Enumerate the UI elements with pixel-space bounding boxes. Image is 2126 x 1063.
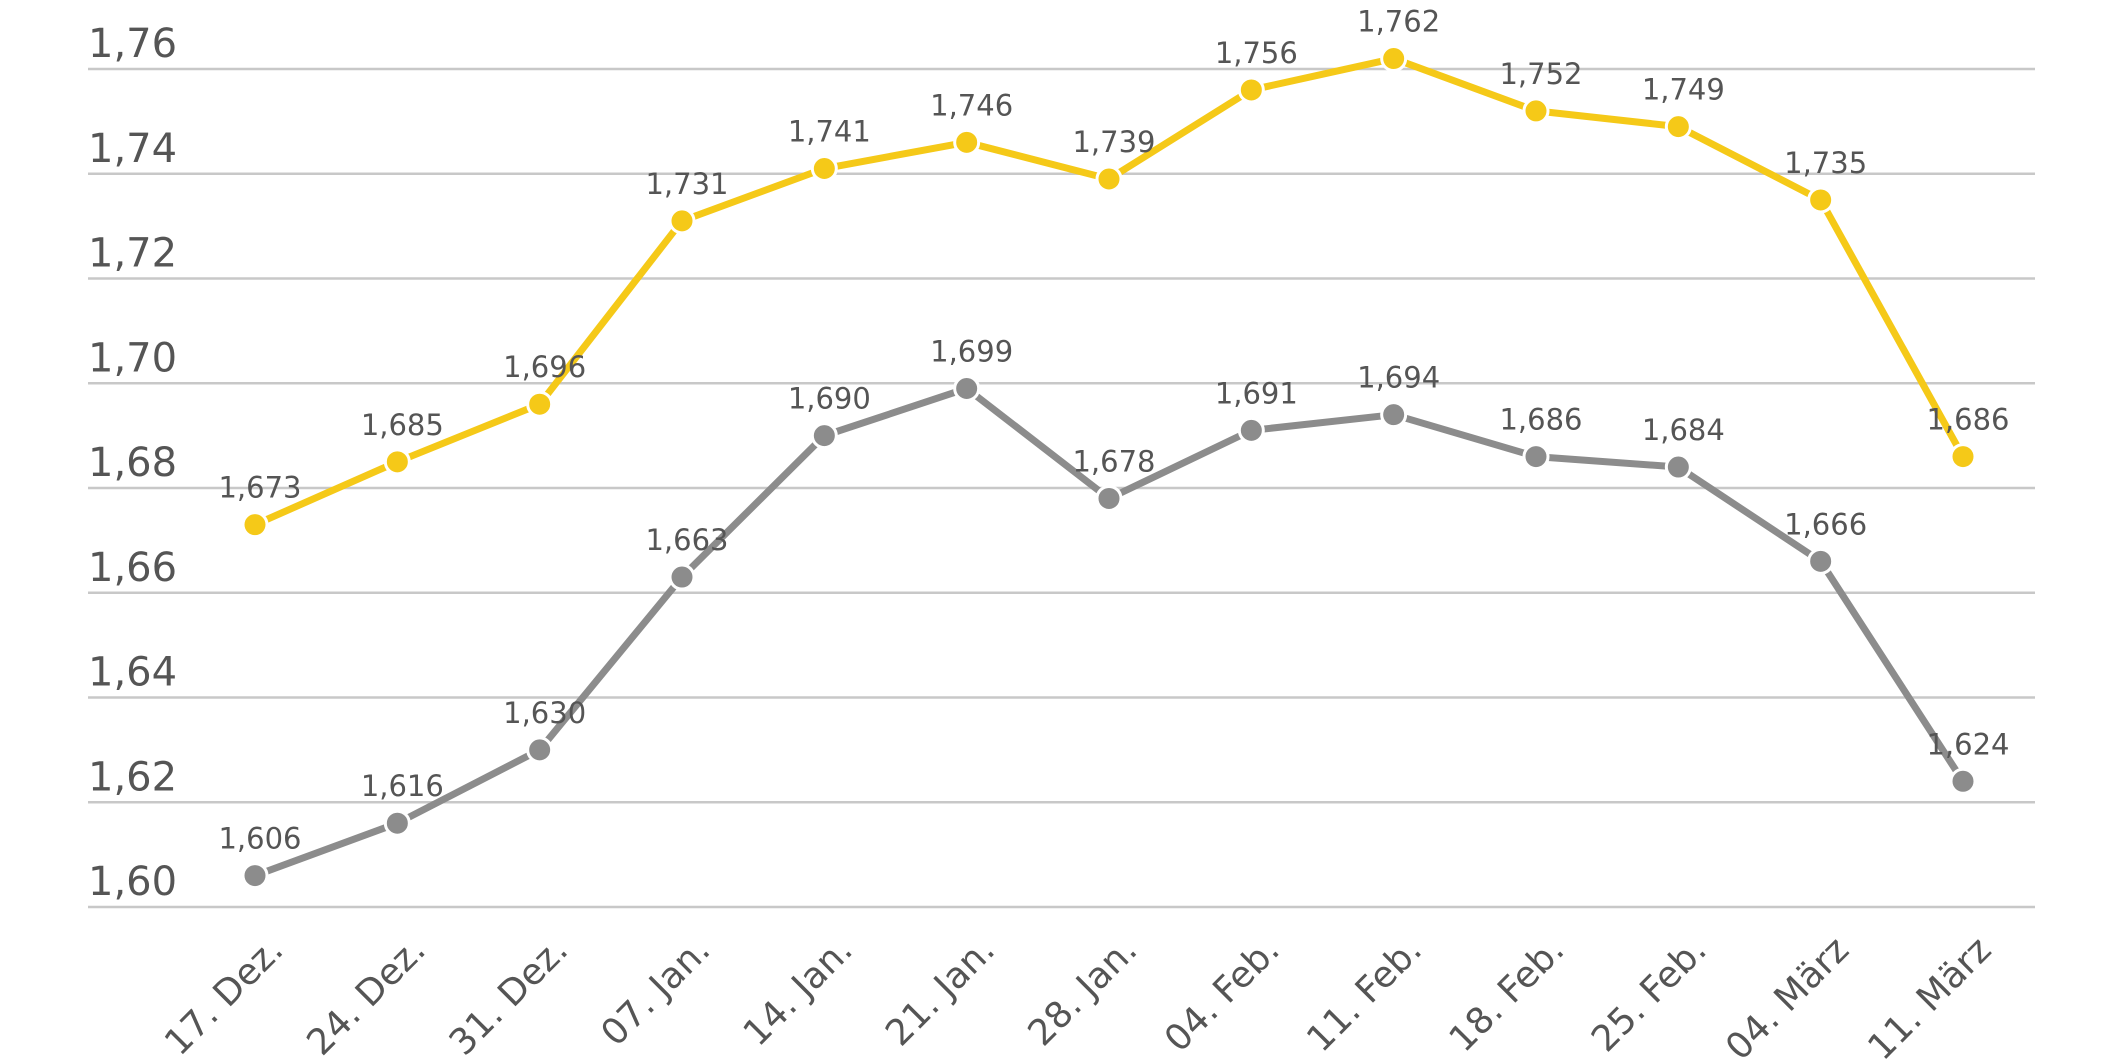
data-point-yellow	[1949, 443, 1977, 471]
y-tick-label: 1,76	[88, 21, 177, 67]
y-tick-label: 1,72	[88, 231, 177, 277]
data-point-yellow	[668, 207, 696, 235]
x-tick-label: 17. Dez.	[157, 929, 291, 1063]
data-point-yellow	[1522, 97, 1550, 125]
x-tick-label: 25. Feb.	[1584, 929, 1715, 1060]
data-labels: 1,673 1,685 1,696 1,731 1,741 1,746 1,739 1,756…	[218, 5, 2009, 856]
data-point-yellow	[953, 128, 981, 156]
data-point-gray	[1664, 453, 1692, 481]
data-label-gray: 1,690	[788, 382, 871, 416]
x-tick-label: 04. März	[1718, 929, 1857, 1063]
data-point-yellow	[1237, 76, 1265, 104]
x-tick-label: 07. Jan.	[593, 929, 718, 1054]
y-tick-label: 1,64	[88, 650, 177, 696]
x-tick-label: 21. Jan.	[878, 929, 1003, 1054]
data-point-yellow	[526, 390, 554, 418]
data-label-gray: 1,606	[218, 822, 301, 856]
x-tick-label: 04. Feb.	[1157, 929, 1288, 1060]
x-tick-label: 31. Dez.	[442, 929, 576, 1063]
data-label-gray: 1,666	[1784, 507, 1867, 541]
data-label-yellow: 1,756	[1215, 36, 1298, 70]
data-label-yellow: 1,696	[503, 350, 586, 384]
x-tick-label: 28. Jan.	[1020, 929, 1145, 1054]
data-label-gray: 1,630	[503, 696, 586, 730]
data-label-yellow: 1,749	[1642, 73, 1725, 107]
x-tick-label: 11. März	[1860, 929, 1999, 1063]
y-tick-label: 1,60	[88, 859, 177, 905]
data-label-gray: 1,624	[1926, 727, 2009, 761]
data-label-yellow: 1,673	[218, 471, 301, 505]
y-tick-label: 1,62	[88, 754, 177, 800]
data-label-yellow: 1,741	[788, 115, 871, 149]
data-point-gray	[953, 374, 981, 402]
data-label-gray: 1,616	[361, 769, 444, 803]
data-point-gray	[1949, 767, 1977, 795]
y-tick-label: 1,66	[88, 545, 177, 591]
data-point-gray	[1095, 484, 1123, 512]
data-point-yellow	[1807, 186, 1835, 214]
data-point-yellow	[1664, 113, 1692, 141]
y-tick-label: 1,68	[88, 440, 177, 486]
gridlines	[88, 67, 2035, 909]
data-label-yellow: 1,686	[1926, 403, 2009, 437]
data-point-yellow	[810, 155, 838, 183]
data-label-yellow: 1,752	[1499, 57, 1582, 91]
data-label-gray: 1,686	[1499, 403, 1582, 437]
data-point-gray	[668, 563, 696, 591]
x-tick-label: 11. Feb.	[1299, 929, 1430, 1060]
data-label-yellow: 1,731	[645, 167, 728, 201]
data-label-yellow: 1,746	[930, 88, 1013, 122]
data-point-gray	[383, 809, 411, 837]
y-axis-ticks: 1,60 1,62 1,64 1,66 1,68 1,70 1,72 1,74 1,76	[88, 21, 177, 905]
x-tick-label: 18. Feb.	[1442, 929, 1573, 1060]
data-point-yellow	[383, 448, 411, 476]
data-label-gray: 1,699	[930, 334, 1013, 368]
data-label-yellow: 1,685	[361, 408, 444, 442]
data-label-gray: 1,684	[1642, 413, 1725, 447]
data-point-gray	[241, 862, 269, 890]
data-point-yellow	[1095, 165, 1123, 193]
data-label-gray: 1,691	[1215, 376, 1298, 410]
data-label-yellow: 1,735	[1784, 146, 1867, 180]
data-point-gray	[1380, 401, 1408, 429]
data-label-yellow: 1,762	[1357, 5, 1440, 39]
data-label-yellow: 1,739	[1072, 125, 1155, 159]
data-point-gray	[1237, 416, 1265, 444]
x-tick-label: 14. Jan.	[736, 929, 861, 1054]
data-point-gray	[526, 736, 554, 764]
x-axis-ticks: 17. Dez. 24. Dez. 31. Dez. 07. Jan. 14. Jan.…	[157, 929, 1999, 1063]
data-point-yellow	[241, 511, 269, 539]
data-label-gray: 1,678	[1072, 444, 1155, 478]
x-tick-label: 24. Dez.	[299, 929, 433, 1063]
y-tick-label: 1,74	[88, 126, 177, 172]
series	[241, 45, 1977, 890]
data-point-yellow	[1380, 45, 1408, 73]
data-label-gray: 1,663	[645, 523, 728, 557]
data-point-gray	[810, 422, 838, 450]
y-tick-label: 1,70	[88, 335, 177, 381]
data-point-gray	[1807, 547, 1835, 575]
data-point-gray	[1522, 443, 1550, 471]
data-label-gray: 1,694	[1357, 361, 1440, 395]
